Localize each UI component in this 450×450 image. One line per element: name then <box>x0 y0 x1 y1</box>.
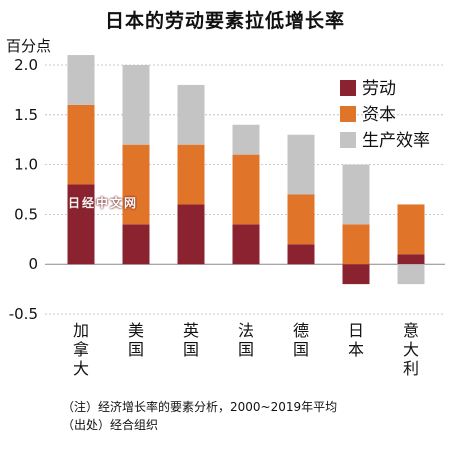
legend-swatch <box>340 106 356 122</box>
footnote-source: （出处）经合组织 <box>62 418 159 432</box>
bar-segment <box>232 124 260 155</box>
legend-swatch <box>340 132 356 148</box>
footnote-note: （注）经济增长率的要素分析，2000~2019年平均 <box>62 400 338 414</box>
legend-swatch <box>340 80 356 96</box>
x-category-label-char: 意 <box>403 321 419 340</box>
y-tick-label: 1.0 <box>14 156 38 174</box>
bar-segment <box>177 84 205 145</box>
bar-segment <box>122 65 150 145</box>
x-category-label-char: 日 <box>348 321 364 340</box>
x-category-label-char: 法 <box>238 321 254 340</box>
x-category-label-char: 大 <box>403 340 419 359</box>
bar-segment <box>67 184 95 265</box>
y-tick-label: 2.0 <box>14 56 38 74</box>
bar-segment <box>177 204 205 265</box>
bar-segment <box>342 224 370 265</box>
y-tick-label: 0 <box>28 255 38 273</box>
bar-segment <box>232 224 260 265</box>
bar-segment <box>287 194 315 245</box>
x-category-label-char: 英 <box>183 321 199 340</box>
chart-title: 日本的劳动要素拉低增长率 <box>104 10 345 32</box>
x-category-label-char: 本 <box>348 340 364 359</box>
x-category-label-char: 美 <box>128 321 144 340</box>
legend-label: 生产效率 <box>362 131 430 151</box>
bar-segment <box>67 104 95 185</box>
x-category-label-char: 德 <box>293 321 309 340</box>
bar-segment <box>67 55 95 105</box>
x-category-label-char: 国 <box>128 340 144 359</box>
y-axis-unit-label: 百分点 <box>6 37 52 55</box>
x-category-label-char: 国 <box>293 340 309 359</box>
watermark: 日经中文网 <box>68 196 139 210</box>
x-category-label-char: 国 <box>238 340 254 359</box>
x-category-label-char: 利 <box>403 359 419 378</box>
bar-segment <box>122 144 150 225</box>
y-tick-label: 1.5 <box>14 106 38 124</box>
bar-segment <box>397 204 425 255</box>
legend-label: 劳动 <box>362 79 396 99</box>
x-category-label-char: 大 <box>73 359 89 378</box>
y-tick-label: -0.5 <box>9 305 38 323</box>
bar-segment <box>287 244 315 265</box>
x-category-label-char: 国 <box>183 340 199 359</box>
bar-segment <box>122 224 150 265</box>
bar-segment <box>232 154 260 225</box>
bar-segment <box>342 264 370 285</box>
bar-segment <box>397 254 425 265</box>
bar-segment <box>177 144 205 205</box>
legend-label: 资本 <box>362 105 396 125</box>
bar-segment <box>397 264 425 285</box>
x-category-label-char: 加 <box>73 321 89 340</box>
bar-segment <box>287 134 315 195</box>
x-category-label-char: 拿 <box>73 340 89 359</box>
bar-segment <box>342 164 370 225</box>
y-tick-label: 0.5 <box>14 205 38 223</box>
